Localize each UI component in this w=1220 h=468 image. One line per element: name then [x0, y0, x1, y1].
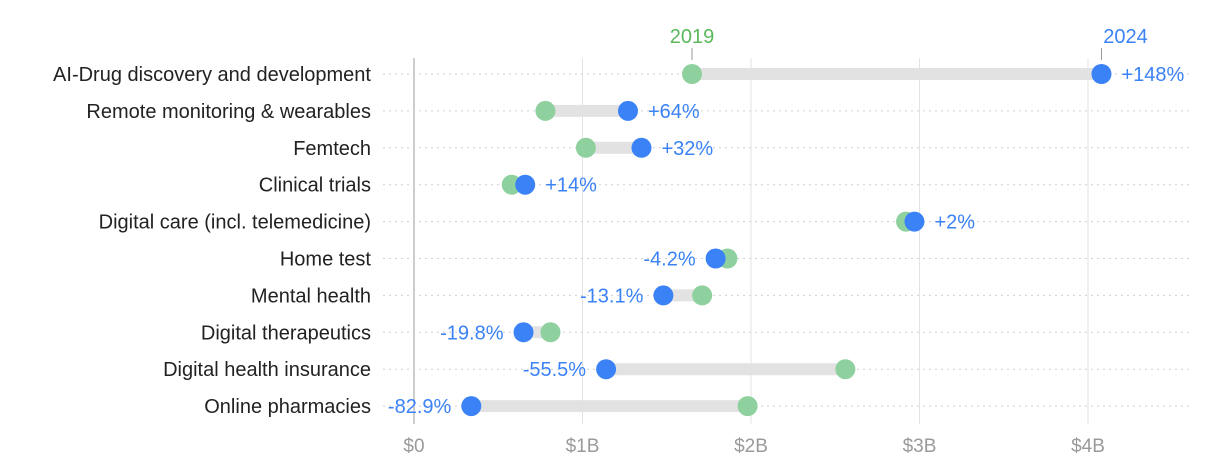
x-tick-label: $1B: [566, 436, 600, 457]
legend-label-2019: 2019: [670, 26, 715, 48]
category-label: Digital care (incl. telemedicine): [99, 212, 371, 234]
dot-2024: [653, 285, 674, 306]
legend-label-2024: 2024: [1103, 26, 1148, 48]
dot-2024: [705, 248, 726, 269]
dot-2024: [461, 396, 482, 417]
category-label: Femtech: [293, 138, 371, 160]
category-label: Home test: [280, 249, 372, 271]
category-label: Mental health: [251, 285, 371, 307]
category-label: AI-Drug discovery and development: [53, 64, 371, 86]
dot-2024: [515, 174, 536, 195]
change-label: +64%: [648, 101, 700, 123]
dot-2024: [617, 100, 638, 121]
change-label: -4.2%: [643, 249, 695, 271]
change-label: -55.5%: [523, 359, 587, 381]
dot-2019: [692, 285, 713, 306]
x-tick-label: $0: [403, 436, 424, 457]
x-tick-label: $2B: [734, 436, 768, 457]
change-label: +2%: [934, 212, 975, 234]
dot-2024: [596, 359, 617, 380]
change-label: +14%: [545, 175, 597, 197]
dot-2024: [631, 137, 652, 158]
dot-2019: [540, 322, 561, 343]
dot-2024: [1091, 64, 1112, 84]
change-label: -13.1%: [580, 285, 644, 307]
category-label: Digital health insurance: [163, 359, 371, 381]
change-label: +148%: [1121, 64, 1184, 86]
dot-2019: [575, 137, 596, 158]
dot-2024: [513, 322, 534, 343]
dot-2019: [835, 359, 856, 380]
dot-2024: [904, 211, 925, 232]
dot-2019: [737, 396, 758, 417]
category-label: Online pharmacies: [204, 396, 371, 418]
change-label: -82.9%: [388, 396, 452, 418]
x-tick-label: $4B: [1071, 436, 1105, 457]
change-label: +32%: [661, 138, 713, 160]
category-label: Clinical trials: [259, 175, 371, 197]
change-label: -19.8%: [440, 322, 504, 344]
category-label: Digital therapeutics: [201, 322, 371, 344]
x-tick-label: $3B: [903, 436, 937, 457]
category-label: Remote monitoring & wearables: [86, 101, 371, 123]
dot-2019: [535, 100, 556, 121]
dot-2019: [682, 64, 703, 84]
